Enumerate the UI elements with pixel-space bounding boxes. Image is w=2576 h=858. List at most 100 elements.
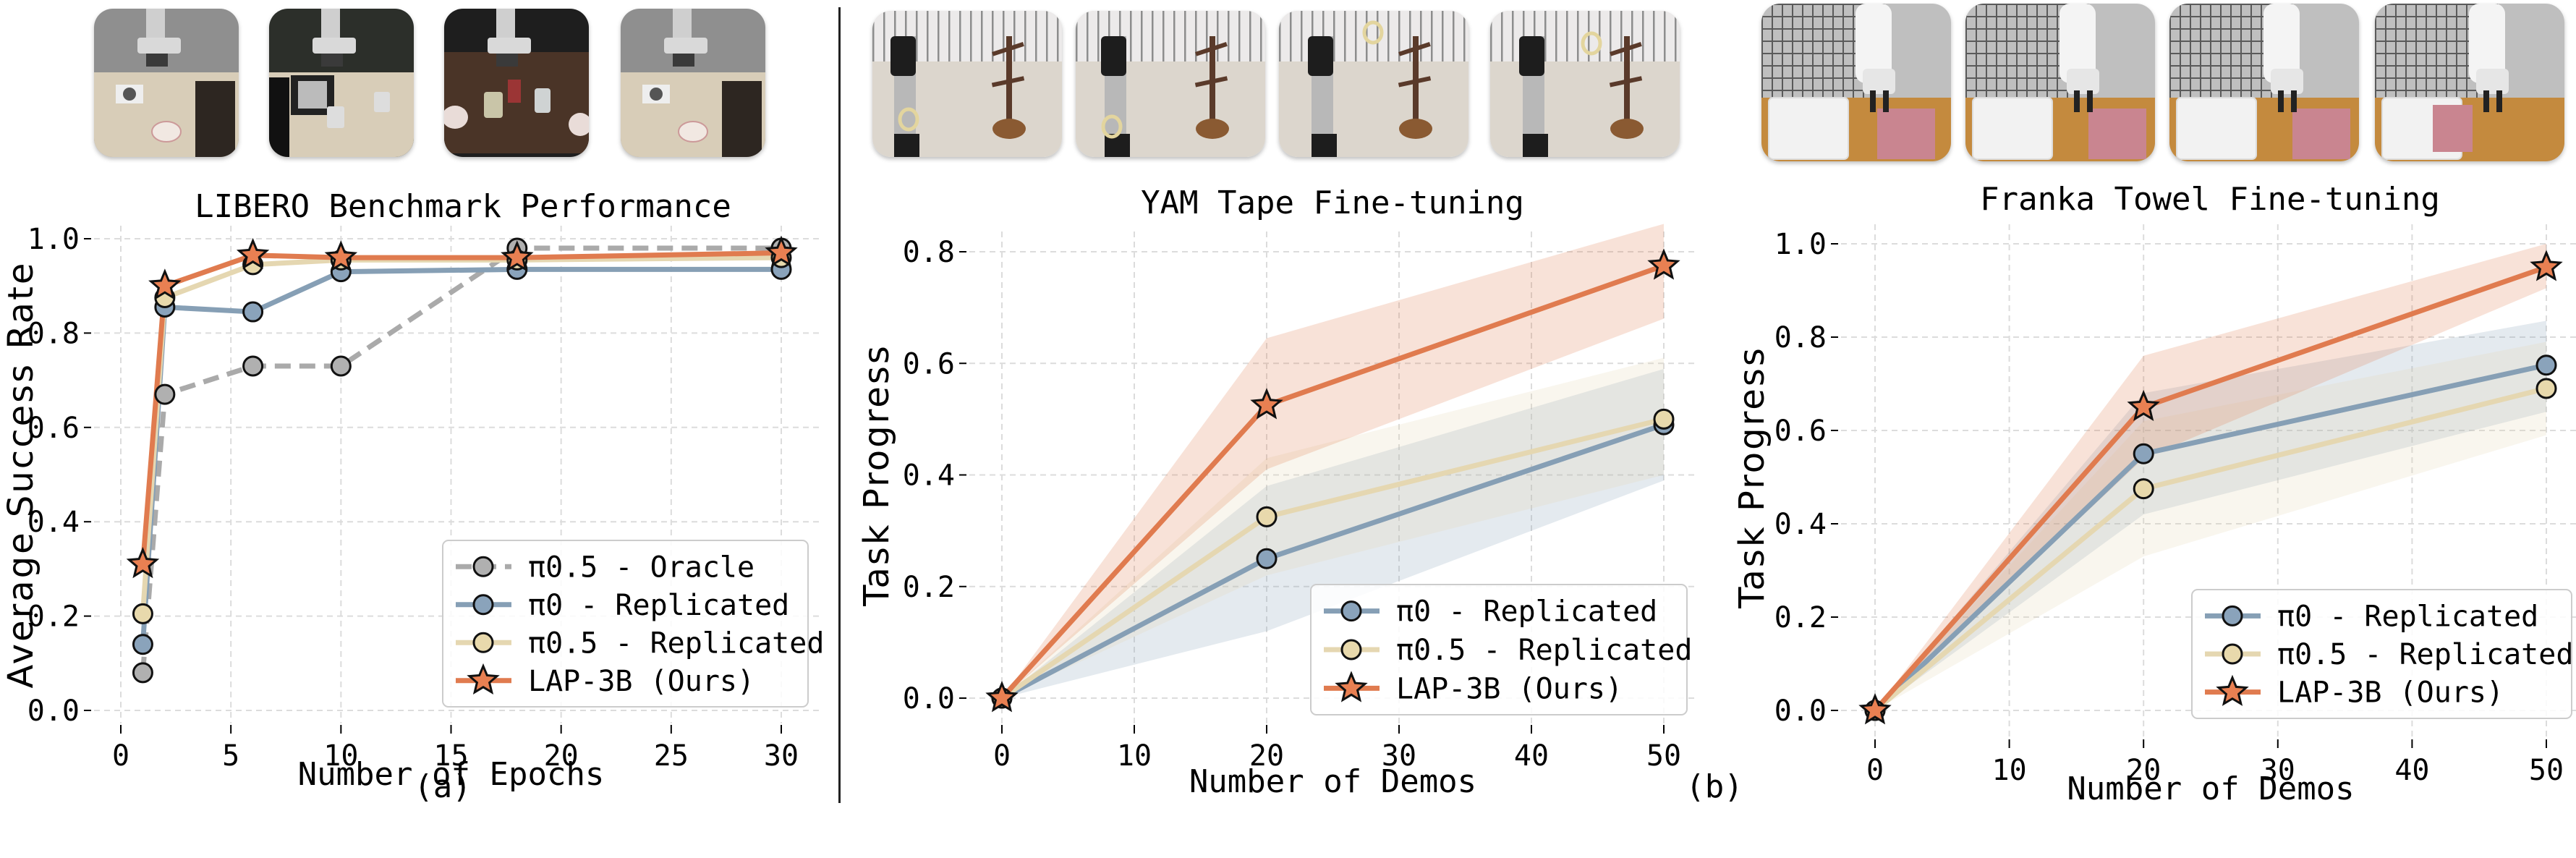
lap-star-marker [126, 547, 160, 579]
x-axis-label: Number of Demos [2067, 770, 2354, 807]
axis-ticks: 0 10 20 30 40 50 0.0 0.2 0.4 0.6 0.8 [903, 236, 1681, 773]
x-tick-label: 0 [112, 739, 129, 773]
yam-tape-step-1-thumbnail [872, 11, 1062, 157]
panel-label-b: (b) [1686, 768, 1743, 805]
legend-lap-star-marker [1335, 671, 1368, 702]
legend: π0 - Replicated π0.5 - Replicated LAP-3B (… [1310, 584, 1692, 715]
y-tick-label: 1.0 [27, 223, 80, 256]
x-tick-label: 40 [2394, 754, 2429, 787]
lap-star-marker [765, 235, 798, 267]
legend-pi0-circle-marker [2222, 605, 2243, 626]
pi05-circle-marker [2133, 478, 2154, 500]
x-tick-label: 10 [1992, 754, 2027, 787]
confidence-band-pi0 [1875, 320, 2546, 710]
legend-pi0-circle-marker [472, 594, 494, 616]
pi0-circle-marker [1256, 548, 1278, 569]
legend-pi05-circle-marker [472, 632, 494, 653]
y-tick-label: 0.2 [1774, 601, 1827, 634]
legend-label-pi05: π0.5 - Replicated [2277, 638, 2573, 671]
y-tick-label: 0.6 [27, 412, 80, 445]
legend-label-lap: LAP-3B (Ours) [2277, 676, 2504, 710]
pi05-circle-marker [2535, 378, 2557, 399]
confidence-band-lap [1002, 224, 1664, 698]
pi0-circle-marker [242, 301, 264, 323]
franka-towel-step-3-thumbnail [2169, 4, 2359, 161]
pi0-circle-marker [2535, 354, 2557, 376]
x-tick-label: 40 [1514, 739, 1549, 773]
pi0-circle-marker [2133, 443, 2154, 464]
x-axis-label: Number of Demos [1189, 763, 1476, 800]
series-markers-lap [985, 248, 1680, 713]
lap-star-marker [985, 681, 1019, 713]
franka-towel-step-2-thumbnail [1965, 4, 2155, 161]
legend-label-oracle: π0.5 - Oracle [528, 551, 754, 584]
yam-tape-step-2-thumbnail [1076, 11, 1265, 157]
x-tick-label: 0 [993, 739, 1011, 773]
legend-label-pi0: π0 - Replicated [528, 589, 789, 622]
x-tick-label: 0 [1866, 754, 1884, 787]
series-line-oracle [140, 245, 781, 674]
series-markers-lap [126, 235, 798, 579]
y-axis-label: Task Progress [856, 344, 897, 607]
oracle-circle-marker [330, 355, 352, 377]
y-tick-label: 0.6 [903, 347, 955, 381]
oracle-circle-marker [132, 662, 153, 684]
libero-scene-dark-table-mugs-thumbnail [444, 9, 589, 157]
x-tick-label: 30 [764, 739, 799, 773]
pi05-circle-marker [132, 603, 153, 624]
y-tick-label: 0.6 [1774, 415, 1827, 448]
y-tick-label: 0.0 [27, 695, 80, 728]
legend-pi05-circle-marker [1340, 639, 1362, 661]
x-tick-label: 10 [1117, 739, 1152, 773]
x-tick-label: 20 [544, 739, 579, 773]
x-tick-label: 30 [1382, 739, 1416, 773]
y-tick-label: 0.2 [903, 571, 955, 604]
yam-tape-step-4-thumbnail [1490, 11, 1680, 157]
x-tick-label: 20 [2126, 754, 2161, 787]
series-markers-lap [1858, 250, 2563, 725]
franka-towel-step-4-thumbnail [2375, 4, 2564, 161]
x-tick-label: 5 [222, 739, 239, 773]
axis-ticks: 0 10 20 30 40 50 0.0 0.2 0.4 0.6 0.8 1.0 [1774, 228, 2564, 787]
series-line-lap [140, 250, 782, 565]
legend-label-pi0: π0 - Replicated [1396, 595, 1657, 629]
libero-scene-stove-cabinet-thumbnail [94, 9, 239, 157]
chart-franka: 0 10 20 30 40 50 0.0 0.2 0.4 0.6 0.8 1.0 Franka Towe… [1732, 181, 2576, 807]
lap-star-marker [148, 268, 182, 300]
x-tick-label: 30 [2261, 754, 2295, 787]
lap-star-marker [1858, 693, 1892, 725]
y-tick-label: 0.0 [903, 682, 955, 715]
y-tick-label: 0.8 [1774, 321, 1827, 354]
legend-label-pi05: π0.5 - Replicated [1396, 634, 1692, 667]
lap-star-marker [236, 237, 270, 270]
confidence-band-pi05 [1875, 341, 2546, 710]
x-tick-label: 25 [654, 739, 689, 773]
pi0-circle-marker [132, 634, 153, 655]
legend-pi05-circle-marker [2222, 643, 2243, 665]
legend-oracle-circle-marker [472, 556, 494, 577]
y-tick-label: 0.4 [903, 459, 955, 493]
legend-lap-star-marker [2216, 674, 2249, 706]
y-tick-label: 0.0 [1774, 695, 1827, 728]
legend-pi0-circle-marker [1340, 600, 1362, 622]
x-tick-label: 15 [433, 739, 468, 773]
pi05-circle-marker [1256, 506, 1278, 527]
y-tick-label: 0.4 [27, 506, 80, 539]
lap-star-marker [501, 240, 534, 272]
oracle-circle-marker [154, 383, 176, 405]
lap-star-marker [1647, 248, 1680, 280]
oracle-circle-marker [242, 355, 264, 377]
y-axis-label: Average Success Rate [1, 261, 41, 689]
legend-label-pi05: π0.5 - Replicated [528, 626, 824, 660]
y-tick-label: 0.4 [1774, 508, 1827, 541]
y-axis-label: Task Progress [1732, 346, 1772, 609]
chart-title: Franka Towel Fine-tuning [1980, 181, 2440, 218]
lap-star-marker [2127, 389, 2160, 422]
y-tick-label: 1.0 [1774, 228, 1827, 261]
x-tick-label: 20 [1249, 739, 1284, 773]
chart-libero: 0 5 10 15 20 25 30 0.0 0.2 0.4 0.6 0.8 1.0 LIBERO Ben… [1, 188, 824, 793]
legend: π0 - Replicated π0.5 - Replicated LAP-3B (… [2191, 589, 2573, 719]
y-tick-label: 0.8 [903, 236, 955, 269]
y-tick-label: 0.2 [27, 600, 80, 634]
